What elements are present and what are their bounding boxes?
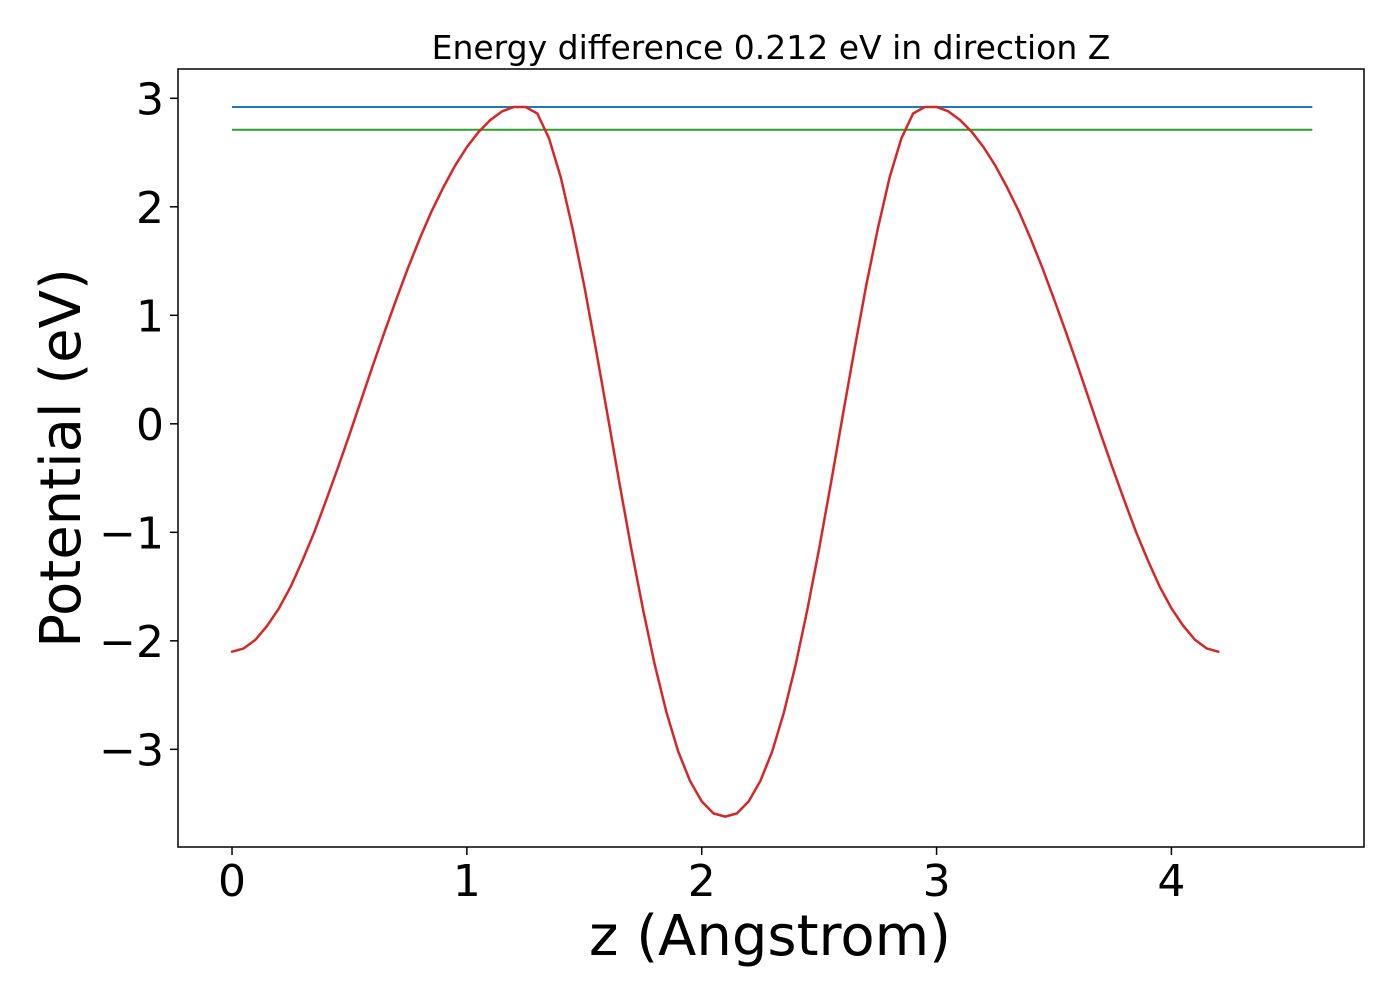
x-axis-ticks: 0 1 2 3 4 [218,847,1185,907]
y-axis-label: Potential (eV) [29,268,94,648]
series-curve [230,105,1220,818]
plot-area [177,68,1365,848]
y-tick-label: 2 [136,183,164,234]
y-tick-label: 0 [136,400,164,451]
axes-frame [177,68,1365,848]
y-tick-label: 3 [136,74,164,125]
x-tick-label: 3 [923,856,951,907]
x-axis-label: z (Angstrom) [589,904,951,969]
x-tick-label: 0 [218,856,246,907]
x-tick-label: 4 [1157,856,1185,907]
x-tick-label: 2 [688,856,716,907]
y-axis-ticks: −3 −2 −1 0 1 2 3 [99,74,178,776]
x-tick-label: 1 [453,856,481,907]
y-tick-label: −3 [99,725,164,776]
series-layer [230,105,1313,818]
chart-title: Energy difference 0.212 eV in direction … [432,28,1111,67]
y-tick-label: 1 [136,291,164,342]
y-tick-label: −2 [99,617,164,668]
y-tick-label: −1 [99,508,164,559]
